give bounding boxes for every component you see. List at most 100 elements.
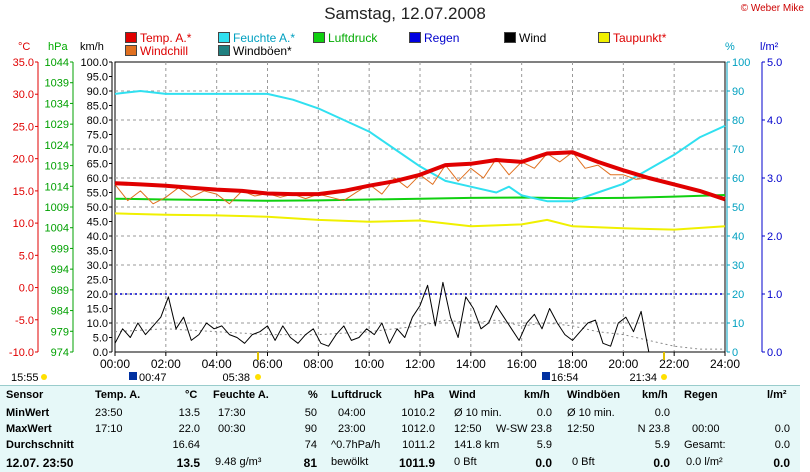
cell: 13.5 bbox=[178, 407, 200, 419]
x-tick-label: 18:00 bbox=[557, 357, 587, 371]
tick-label-temp: 5.0 bbox=[19, 250, 34, 262]
tick-label-wind: 80.0 bbox=[87, 115, 108, 127]
header-wind: Wind bbox=[449, 389, 476, 401]
cell: 0.0 bbox=[774, 439, 790, 451]
cell: 16.64 bbox=[172, 439, 200, 451]
cell: 12:50 bbox=[567, 423, 595, 435]
tick-label-hum: 50 bbox=[732, 202, 744, 214]
tick-label-press: 994 bbox=[51, 264, 69, 276]
cell: 141.8 km bbox=[454, 439, 500, 451]
cell: 17:30 bbox=[218, 407, 246, 419]
copyright-label: © Weber Mike bbox=[740, 3, 804, 14]
header-rain: Regen bbox=[684, 389, 718, 401]
cell: 0.0 bbox=[653, 456, 670, 470]
tick-label-press: 1044 bbox=[45, 57, 69, 69]
tick-label-wind: 95.0 bbox=[87, 72, 108, 84]
legend-gusts: Windböen* bbox=[218, 44, 292, 58]
x-tick-label: 02:00 bbox=[151, 357, 181, 371]
cell: Ø 10 min. bbox=[454, 407, 502, 419]
header-sensor: Sensor bbox=[6, 389, 44, 401]
cell: 0.0 bbox=[773, 456, 790, 470]
cell: 1012.0 bbox=[401, 423, 435, 435]
cell: 0.0 bbox=[774, 423, 790, 435]
tick-label-temp: -10.0 bbox=[9, 347, 34, 359]
header-temp: Temp. A. bbox=[95, 389, 141, 401]
tick-label-hum: 100 bbox=[732, 57, 750, 69]
unit-rain: l/m² bbox=[760, 41, 779, 53]
header-gusts-unit: km/h bbox=[642, 389, 668, 401]
cell: Gesamt: bbox=[684, 439, 726, 451]
tick-label-rain: 4.0 bbox=[767, 115, 782, 127]
header-rain-unit: l/m² bbox=[767, 389, 787, 401]
tick-label-rain: 0.0 bbox=[767, 347, 782, 359]
tick-label-wind: 90.0 bbox=[87, 86, 108, 98]
sun-icon bbox=[41, 374, 47, 380]
tick-label-hum: 0 bbox=[732, 347, 738, 359]
cell: 12:50 bbox=[454, 423, 482, 435]
legend-rain: Regen bbox=[409, 31, 459, 45]
tick-label-wind: 55.0 bbox=[87, 188, 108, 200]
tick-label-rain: 3.0 bbox=[767, 173, 782, 185]
tick-label-temp: 10.0 bbox=[13, 218, 34, 230]
tick-label-press: 979 bbox=[51, 326, 69, 338]
cell: 0.0 l/m² bbox=[686, 456, 723, 468]
legend-dewpoint: Taupunkt* bbox=[598, 31, 666, 45]
cell: 0.0 bbox=[535, 456, 552, 470]
x-tick-label: 12:00 bbox=[405, 357, 435, 371]
tick-label-press: 1004 bbox=[45, 223, 69, 235]
unit-pressure: hPa bbox=[48, 41, 68, 53]
tick-label-wind: 30.0 bbox=[87, 260, 108, 272]
cell: 00:00 bbox=[692, 423, 720, 435]
moon-set-icon bbox=[542, 372, 550, 380]
tick-label-press: 1019 bbox=[45, 161, 69, 173]
tick-label-temp: 15.0 bbox=[13, 186, 34, 198]
x-tick-label: 00:00 bbox=[100, 357, 130, 371]
series-wind bbox=[114, 281, 725, 353]
tick-label-rain: 5.0 bbox=[767, 57, 782, 69]
sunset-icon bbox=[661, 374, 667, 380]
tick-label-wind: 70.0 bbox=[87, 144, 108, 156]
cell: 81 bbox=[303, 456, 317, 470]
cell: 22.0 bbox=[178, 423, 200, 435]
cell: Ø 10 min. bbox=[567, 407, 615, 419]
legend-temp: Temp. A.* bbox=[125, 31, 191, 45]
x-tick-label: 08:00 bbox=[303, 357, 333, 371]
series-luftdruck bbox=[114, 194, 726, 202]
sunset-label: 21:34 bbox=[629, 372, 657, 384]
tick-label-hum: 80 bbox=[732, 115, 744, 127]
moon-rise-icon bbox=[129, 372, 137, 380]
tick-label-wind: 10.0 bbox=[87, 318, 108, 330]
tick-label-press: 984 bbox=[51, 306, 69, 318]
tick-label-hum: 20 bbox=[732, 289, 744, 301]
tick-label-press: 1029 bbox=[45, 119, 69, 131]
tick-label-press: 1039 bbox=[45, 78, 69, 90]
tick-label-temp: 20.0 bbox=[13, 154, 34, 166]
cell: 1011.2 bbox=[402, 439, 435, 451]
moon-set-label: 16:54 bbox=[551, 372, 579, 384]
legend-wind: Wind bbox=[504, 31, 546, 45]
x-tick-label: 20:00 bbox=[608, 357, 638, 371]
cell: 0.0 bbox=[536, 407, 552, 419]
tick-label-press: 1009 bbox=[45, 202, 69, 214]
cell: 0 Bft bbox=[454, 456, 477, 468]
cell: 04:00 bbox=[338, 407, 366, 419]
left-time-label: 15:55 bbox=[11, 372, 39, 384]
cell: 50 bbox=[304, 407, 317, 419]
tick-label-wind: 25.0 bbox=[87, 275, 108, 287]
tick-label-temp: 30.0 bbox=[13, 89, 34, 101]
tick-label-press: 1014 bbox=[45, 181, 69, 193]
cell: 17:10 bbox=[95, 423, 123, 435]
header-humidity-unit: % bbox=[308, 389, 318, 401]
tick-label-hum: 30 bbox=[732, 260, 744, 272]
tick-label-press: 989 bbox=[51, 285, 69, 297]
row-label: MinWert bbox=[6, 407, 50, 419]
tick-label-wind: 0.0 bbox=[93, 347, 108, 359]
stats-table: Sensor Temp. A. °C Feuchte A. % Luftdruc… bbox=[0, 385, 800, 472]
tick-label-hum: 60 bbox=[732, 173, 744, 185]
header-pressure: Luftdruck bbox=[331, 389, 382, 401]
x-tick-label: 04:00 bbox=[202, 357, 232, 371]
row-label: 12.07. 23:50 bbox=[6, 456, 74, 470]
tick-label-hum: 40 bbox=[732, 231, 744, 243]
x-tick-label: 06:00 bbox=[252, 357, 282, 371]
cell: 1010.2 bbox=[401, 407, 435, 419]
